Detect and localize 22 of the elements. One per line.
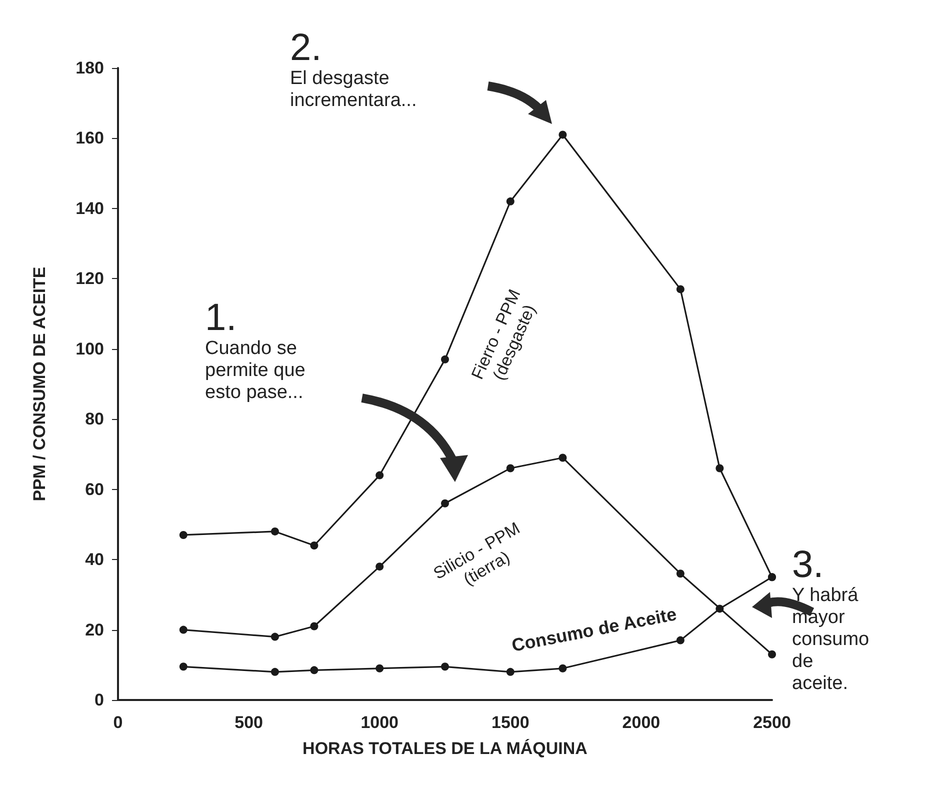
y-tick-label: 160 (76, 128, 104, 148)
y-tick-label: 100 (76, 339, 104, 358)
x-tick-label: 1000 (360, 713, 399, 732)
y-tick-label: 120 (76, 269, 104, 288)
x-axis-title: HORAS TOTALES DE LA MÁQUINA (302, 738, 588, 758)
y-axis-title: PPM / CONSUMO DE ACEITE (30, 266, 49, 502)
text: 3. Y habrá mayor consumo de aceite. (792, 544, 870, 695)
text: Consumo de Aceite (510, 604, 678, 656)
y-tick-label: 80 (85, 410, 104, 429)
annotation: 2. El desgaste incrementara... (290, 27, 418, 112)
y-tick-label: 60 (85, 480, 104, 499)
y-tick-label: 0 (94, 690, 104, 710)
annotation: 1. Cuando se permite que esto pase... (205, 297, 306, 404)
x-tick-label: 2000 (622, 713, 660, 732)
y-tick-label: 140 (76, 198, 104, 218)
x-tick-label: 0 (113, 713, 123, 732)
y-tick-label: 20 (85, 620, 104, 640)
x-tick-label: 2500 (753, 713, 791, 732)
y-tick-label: 180 (76, 58, 104, 78)
x-tick-label: 1500 (491, 713, 530, 732)
y-tick-label: 40 (85, 550, 104, 570)
x-tick-label: 500 (234, 713, 263, 732)
